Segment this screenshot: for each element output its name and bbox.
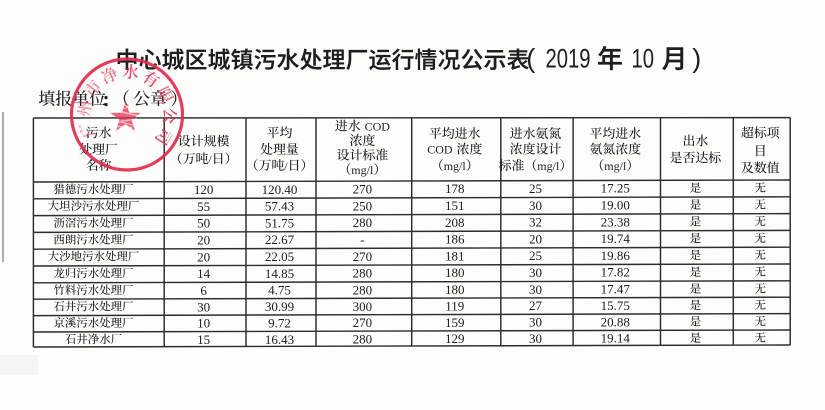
svg-text:25: 25 xyxy=(529,248,542,263)
svg-text:10: 10 xyxy=(632,44,655,75)
svg-text:57.43: 57.43 xyxy=(265,199,294,214)
svg-text:16.43: 16.43 xyxy=(265,332,294,347)
svg-text:180: 180 xyxy=(445,265,465,280)
svg-text:250: 250 xyxy=(353,198,373,213)
svg-text:mg/l: mg/l xyxy=(537,159,560,173)
svg-text:9.72: 9.72 xyxy=(268,315,291,330)
svg-text:19.14: 19.14 xyxy=(601,331,631,346)
svg-text:27: 27 xyxy=(529,298,543,313)
svg-text:30: 30 xyxy=(529,331,542,346)
svg-text:6: 6 xyxy=(200,283,207,298)
svg-text:119: 119 xyxy=(445,298,464,313)
svg-text:30: 30 xyxy=(529,198,542,213)
svg-text:mg/l: mg/l xyxy=(351,163,374,177)
svg-text:30: 30 xyxy=(529,282,542,297)
svg-text:22.05: 22.05 xyxy=(265,249,294,264)
svg-text:30: 30 xyxy=(529,265,542,280)
svg-text:20.88: 20.88 xyxy=(601,314,630,329)
svg-text:): ) xyxy=(692,44,701,74)
svg-text:20: 20 xyxy=(197,249,210,264)
svg-text:COD: COD xyxy=(365,120,391,134)
svg-text:17.47: 17.47 xyxy=(601,282,631,297)
svg-text:30: 30 xyxy=(197,299,210,314)
svg-text:15.75: 15.75 xyxy=(601,298,630,313)
svg-text:120: 120 xyxy=(194,182,214,197)
svg-text:25: 25 xyxy=(529,181,542,196)
svg-text:30: 30 xyxy=(529,315,542,330)
svg-text:280: 280 xyxy=(353,332,373,347)
svg-text:19.86: 19.86 xyxy=(601,248,631,263)
svg-text:2019: 2019 xyxy=(546,44,591,75)
svg-text:20: 20 xyxy=(529,231,542,246)
svg-text:/: / xyxy=(208,152,212,166)
svg-text:14.85: 14.85 xyxy=(265,266,294,281)
svg-text:19.74: 19.74 xyxy=(601,231,631,246)
svg-text:22.67: 22.67 xyxy=(265,232,295,247)
svg-text:30.99: 30.99 xyxy=(265,299,294,314)
svg-text:23.38: 23.38 xyxy=(601,214,630,229)
svg-text:151: 151 xyxy=(445,198,465,213)
svg-text:181: 181 xyxy=(445,248,465,263)
svg-text:32: 32 xyxy=(529,215,542,230)
svg-text:280: 280 xyxy=(353,282,373,297)
svg-text:(: ( xyxy=(526,44,535,74)
svg-text:208: 208 xyxy=(445,215,465,230)
svg-text:mg/l: mg/l xyxy=(604,159,627,173)
svg-text:120.40: 120.40 xyxy=(262,182,298,197)
svg-text:180: 180 xyxy=(445,282,465,297)
svg-text:19.00: 19.00 xyxy=(601,198,630,213)
svg-text:-: - xyxy=(360,232,364,247)
svg-text:50: 50 xyxy=(197,216,210,231)
svg-text:55: 55 xyxy=(197,199,210,214)
svg-text:300: 300 xyxy=(353,299,373,314)
svg-text:178: 178 xyxy=(445,181,465,196)
svg-text:10: 10 xyxy=(197,316,210,331)
svg-text:280: 280 xyxy=(353,215,373,230)
svg-text:15: 15 xyxy=(197,332,210,347)
svg-text:COD: COD xyxy=(427,143,453,157)
svg-text:280: 280 xyxy=(353,266,373,281)
svg-text:17.82: 17.82 xyxy=(601,265,630,280)
svg-text:4.75: 4.75 xyxy=(268,283,291,298)
svg-text:17.25: 17.25 xyxy=(601,181,630,196)
svg-text:270: 270 xyxy=(353,249,373,264)
svg-text:186: 186 xyxy=(445,232,465,247)
svg-text:mg/l: mg/l xyxy=(444,159,467,173)
svg-text:270: 270 xyxy=(353,182,373,197)
svg-text:20: 20 xyxy=(197,233,210,248)
svg-text:14: 14 xyxy=(197,266,211,281)
svg-text:129: 129 xyxy=(445,331,465,346)
svg-text:/: / xyxy=(284,159,288,173)
svg-text:51.75: 51.75 xyxy=(265,215,294,230)
svg-text:159: 159 xyxy=(445,315,465,330)
svg-text:270: 270 xyxy=(353,315,373,330)
